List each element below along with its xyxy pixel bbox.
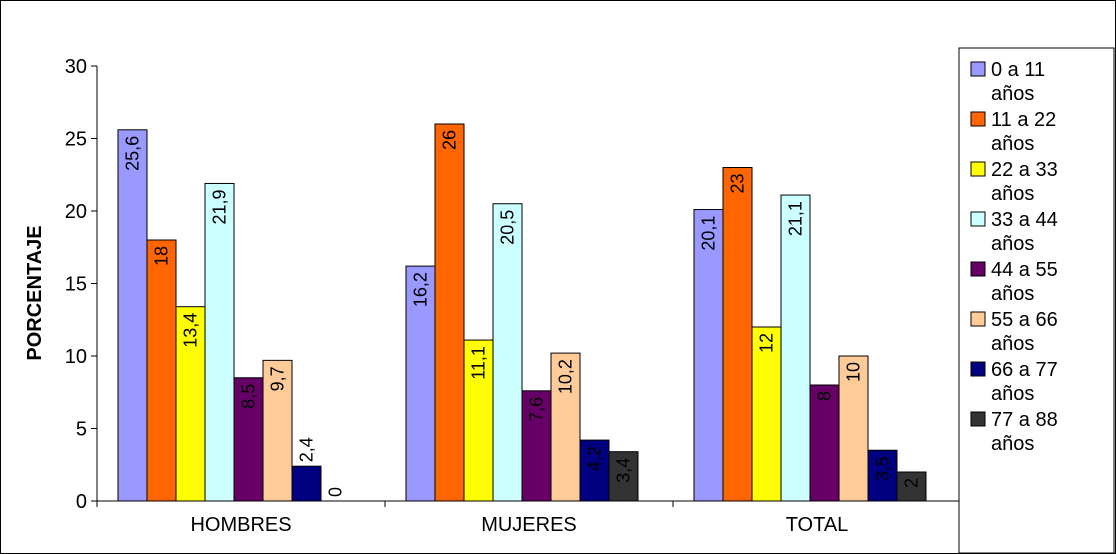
data-label: 2,4 <box>297 437 317 462</box>
legend-label: 55 a 66 años <box>991 309 1058 355</box>
y-tick-label: 5 <box>76 419 87 441</box>
bar <box>579 439 610 502</box>
data-label: 26 <box>440 130 460 150</box>
legend-label: 11 a 22 años <box>991 109 1056 155</box>
bar <box>262 359 293 502</box>
bar <box>780 194 811 502</box>
legend-label: 22 a 33 años <box>991 159 1058 205</box>
bar <box>434 123 465 502</box>
legend-swatch <box>970 361 986 377</box>
legend-label: 0 a 11 años <box>991 59 1045 105</box>
bar <box>233 377 264 502</box>
y-tick-label: 10 <box>65 346 87 368</box>
data-label: 21,9 <box>210 189 230 224</box>
bar <box>809 384 840 502</box>
data-label: 13,4 <box>181 313 201 348</box>
data-label: 21,1 <box>786 201 806 236</box>
data-label: 0 <box>326 487 346 497</box>
legend-swatch <box>970 61 986 77</box>
legend-label: 44 a 55 años <box>991 259 1058 305</box>
legend-label: 77 a 88 años <box>991 409 1058 455</box>
legend-swatch <box>970 111 986 127</box>
data-label: 20,5 <box>498 210 518 245</box>
bar <box>204 182 235 502</box>
data-label: 18 <box>152 246 172 266</box>
data-label: 3,5 <box>873 456 893 481</box>
legend-label: 33 a 44 años <box>991 209 1058 255</box>
legend-swatch <box>970 261 986 277</box>
data-label: 12 <box>757 333 777 353</box>
legend-swatch <box>970 211 986 227</box>
bars <box>117 123 927 502</box>
bar <box>722 167 753 502</box>
bar <box>146 239 177 502</box>
data-label: 25,6 <box>123 136 143 171</box>
x-category-label: MUJERES <box>481 514 577 536</box>
data-labels: 25,6 16,2 20,1 18 26 23 13,4 11,1 12 21,9 20,5 21,1… <box>123 130 922 497</box>
legend-label: 66 a 77 años <box>991 359 1058 405</box>
y-tick-label: 30 <box>65 56 87 78</box>
data-label: 8 <box>815 391 835 401</box>
legend-box <box>958 47 1115 553</box>
legend-swatch <box>970 161 986 177</box>
data-label: 2 <box>902 478 922 488</box>
x-category-label: HOMBRES <box>190 514 291 536</box>
y-tick-label: 20 <box>65 201 87 223</box>
data-label: 8,5 <box>239 384 259 409</box>
data-label: 16,2 <box>411 272 431 307</box>
bar <box>751 326 782 502</box>
legend-swatch <box>970 411 986 427</box>
data-label: 10,2 <box>556 359 576 394</box>
bar <box>463 339 494 502</box>
bar <box>693 209 724 502</box>
bar <box>550 352 581 502</box>
data-label: 9,7 <box>268 366 288 391</box>
bar <box>608 451 639 502</box>
data-label: 23 <box>728 174 748 194</box>
y-tick-label: 0 <box>76 491 87 513</box>
y-tick-label: 15 <box>65 274 87 296</box>
y-tick-label: 25 <box>65 129 87 151</box>
data-label: 3,4 <box>614 458 634 483</box>
x-category-label: TOTAL <box>786 514 849 536</box>
bar <box>867 449 898 502</box>
data-label: 11,1 <box>469 346 489 380</box>
legend-swatch <box>970 311 986 327</box>
bar <box>291 465 322 502</box>
data-label: 10 <box>844 362 864 382</box>
data-label: 7,6 <box>527 397 547 422</box>
y-axis-title: PORCENTAJE <box>24 225 46 360</box>
bar <box>838 355 869 502</box>
bar <box>492 203 523 502</box>
data-label: 4,2 <box>585 446 605 471</box>
bar <box>117 129 148 502</box>
bar <box>896 471 927 502</box>
data-label: 20,1 <box>699 216 719 251</box>
